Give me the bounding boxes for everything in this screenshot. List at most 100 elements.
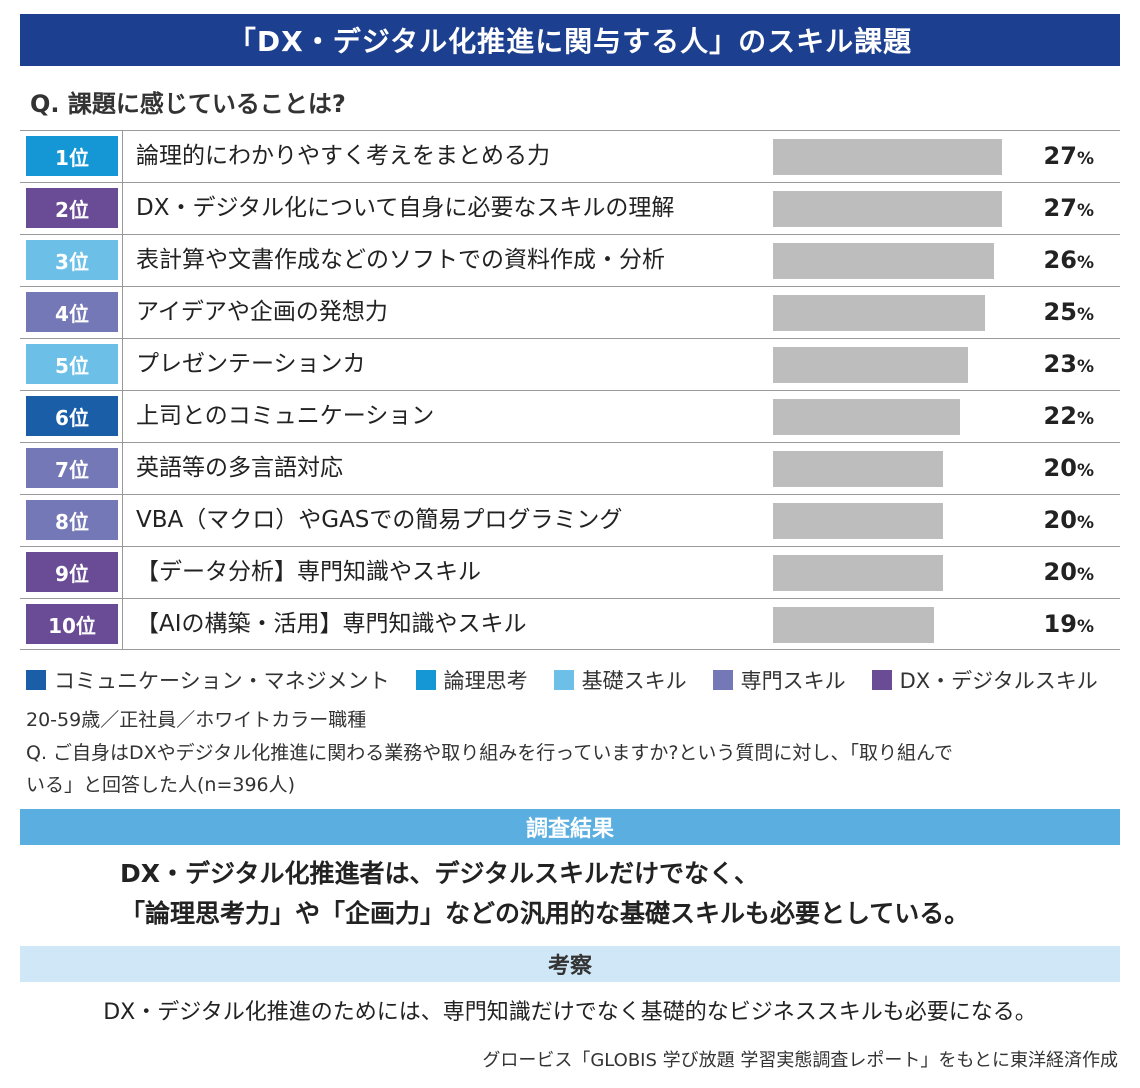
row-divider (122, 131, 123, 182)
value-number: 26 (1043, 246, 1077, 274)
bar (773, 295, 985, 331)
row-divider (122, 391, 123, 442)
bar (773, 503, 943, 539)
bar (773, 347, 968, 383)
chart-row: 5位 プレゼンテーションカ 23% (20, 338, 1120, 390)
value-unit: % (1076, 617, 1094, 637)
value-unit: % (1076, 513, 1094, 533)
value-number: 19 (1043, 610, 1077, 638)
chart-row: 3位 表計算や文書作成などのソフトでの資料作成・分析 26% (20, 234, 1120, 286)
legend-swatch (415, 670, 436, 690)
rank-badge: 4位 (26, 292, 118, 332)
value-label: 19% (1020, 599, 1094, 650)
legend-label: 基礎スキル (581, 669, 687, 693)
legend-item: 専門スキル (712, 665, 846, 695)
value-unit: % (1076, 253, 1094, 273)
note-sample: いる」と回答した人(n=396人) (26, 774, 296, 796)
rank-badge: 1位 (26, 136, 118, 176)
category-label: 表計算や文書作成などのソフトでの資料作成・分析 (136, 247, 665, 273)
row-divider (122, 287, 123, 338)
rank-badge: 9位 (26, 552, 118, 592)
row-divider (122, 183, 123, 234)
row-divider (122, 495, 123, 546)
category-label: DX・デジタル化について自身に必要なスキルの理解 (136, 195, 675, 221)
legend-swatch (871, 670, 892, 690)
value-label: 20% (1020, 495, 1094, 546)
category-label: 上司とのコミュニケーション (136, 403, 435, 429)
value-number: 20 (1043, 454, 1077, 482)
ranking-chart: 1位 論理的にわかりやすく考えをまとめる力 27% 2位 DX・デジタル化について自身に… (20, 130, 1120, 650)
chart-row: 2位 DX・デジタル化について自身に必要なスキルの理解 27% (20, 182, 1120, 234)
category-label: アイデアや企画の発想力 (136, 299, 388, 325)
value-unit: % (1076, 461, 1094, 481)
value-label: 27% (1020, 131, 1094, 182)
value-unit: % (1076, 305, 1094, 325)
category-label: VBA（マクロ）やGASでの簡易プログラミング (136, 507, 623, 533)
value-number: 20 (1043, 558, 1077, 586)
legend-swatch (712, 670, 733, 690)
rank-badge: 7位 (26, 448, 118, 488)
legend-item: 基礎スキル (553, 665, 687, 695)
bar (773, 139, 1002, 175)
chart-row: 10位 【AIの構築・活用】専門知識やスキル 19% (20, 598, 1120, 650)
category-label: 英語等の多言語対応 (136, 455, 343, 481)
row-divider (122, 443, 123, 494)
legend-label: コミュニケーション・マネジメント (54, 669, 390, 693)
value-label: 26% (1020, 235, 1094, 286)
value-unit: % (1076, 409, 1094, 429)
legend-label: 論理思考 (443, 669, 528, 693)
chart-row: 8位 VBA（マクロ）やGASでの簡易プログラミング 20% (20, 494, 1120, 546)
value-number: 22 (1043, 402, 1077, 430)
legend-swatch (553, 670, 574, 690)
rank-badge: 6位 (26, 396, 118, 436)
result-heading: 調査結果 (20, 809, 1120, 845)
value-unit: % (1076, 565, 1094, 585)
value-number: 27 (1043, 142, 1077, 170)
legend: コミュニケーション・マネジメント 論理思考 基礎スキル 専門スキル DX・デジタルスキル (26, 666, 1126, 694)
value-label: 22% (1020, 391, 1094, 442)
row-divider (122, 599, 123, 650)
bar (773, 243, 994, 279)
legend-swatch (26, 670, 46, 690)
rank-badge: 10位 (26, 604, 118, 644)
legend-label: DX・デジタルスキル (899, 669, 1098, 693)
rank-badge: 3位 (26, 240, 118, 280)
chart-title: 「DX・デジタル化推進に関与する人」のスキル課題 (20, 14, 1120, 66)
bar (773, 451, 943, 487)
value-number: 23 (1043, 350, 1077, 378)
bar (773, 607, 934, 643)
value-number: 20 (1043, 506, 1077, 534)
value-number: 27 (1043, 194, 1077, 222)
value-unit: % (1076, 149, 1094, 169)
category-label: プレゼンテーションカ (136, 351, 366, 377)
value-label: 20% (1020, 547, 1094, 598)
chart-row: 1位 論理的にわかりやすく考えをまとめる力 27% (20, 130, 1120, 182)
row-divider (122, 339, 123, 390)
legend-item: コミュニケーション・マネジメント (26, 665, 390, 695)
source-credit: グロービス「GLOBIS 学び放題 学習実態調査レポート」をもとに東洋経済作成 (482, 1050, 1118, 1071)
chart-row: 6位 上司とのコミュニケーション 22% (20, 390, 1120, 442)
chart-row: 7位 英語等の多言語対応 20% (20, 442, 1120, 494)
category-label: 【データ分析】専門知識やスキル (136, 559, 481, 585)
result-line-1: DX・デジタル化推進者は、デジタルスキルだけでなく、 (120, 859, 760, 888)
value-label: 25% (1020, 287, 1094, 338)
bar (773, 399, 960, 435)
discussion-text: DX・デジタル化推進のためには、専門知識だけでなく基礎的なビジネススキルも必要に… (103, 1000, 1037, 1025)
value-unit: % (1076, 357, 1094, 377)
question-text: Q. 課題に感じていることは? (30, 90, 346, 118)
discussion-heading: 考察 (20, 946, 1120, 982)
chart-row: 9位 【データ分析】専門知識やスキル 20% (20, 546, 1120, 598)
value-label: 27% (1020, 183, 1094, 234)
rank-badge: 2位 (26, 188, 118, 228)
value-label: 23% (1020, 339, 1094, 390)
legend-label: 専門スキル (740, 669, 846, 693)
rank-badge: 5位 (26, 344, 118, 384)
result-line-2: 「論理思考力」や「企画力」などの汎用的な基礎スキルも必要としている。 (120, 899, 970, 928)
category-label: 論理的にわかりやすく考えをまとめる力 (136, 143, 550, 169)
value-unit: % (1076, 201, 1094, 221)
chart-row: 4位 アイデアや企画の発想力 25% (20, 286, 1120, 338)
category-label: 【AIの構築・活用】専門知識やスキル (136, 611, 527, 637)
value-number: 25 (1043, 298, 1077, 326)
note-question: Q. ご自身はDXやデジタル化推進に関わる業務や取り組みを行っていますか?という… (26, 742, 953, 764)
note-respondents: 20-59歳／正社員／ホワイトカラー職種 (26, 709, 367, 731)
